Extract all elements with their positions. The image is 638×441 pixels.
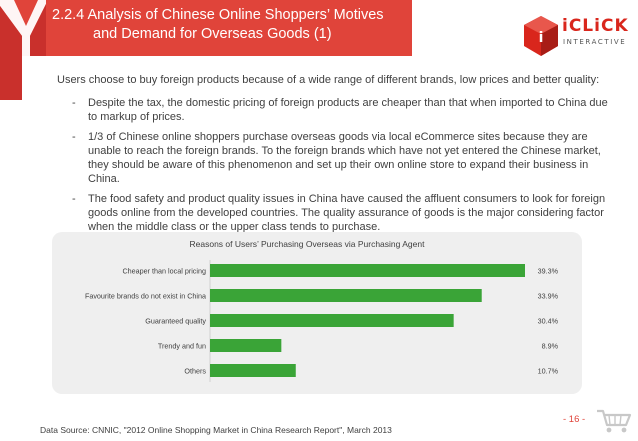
header-band	[0, 0, 412, 56]
bar	[210, 339, 282, 352]
value-label: 39.3%	[538, 267, 559, 276]
shopping-cart-icon	[597, 409, 632, 433]
value-label: 8.9%	[542, 342, 559, 351]
bar	[210, 364, 296, 377]
page-title-line-1: 2.2.4 Analysis of Chinese Online Shopper…	[52, 7, 384, 23]
svg-text:i: i	[539, 30, 544, 46]
logo-subtitle: INTERACTIVE	[563, 38, 627, 46]
value-label: 33.9%	[538, 292, 559, 301]
category-label: Cheaper than local pricing	[122, 267, 206, 276]
y-ribbon-icon	[0, 0, 46, 100]
category-label: Others	[184, 367, 206, 376]
bullet-list: - Despite the tax, the domestic pricing o…	[72, 96, 612, 240]
logo-emblem-icon: i	[524, 16, 558, 56]
intro-text: Users choose to buy foreign products bec…	[57, 74, 600, 86]
bullet-text: The food safety and product quality issu…	[88, 193, 606, 233]
bar	[210, 289, 482, 302]
bullet-text: 1/3 of Chinese online shoppers purchase …	[88, 131, 601, 185]
iclick-logo-icon: i iCLiCK INTERACTIVE	[522, 14, 628, 60]
chart-title: Reasons of Users’ Purchasing Overseas vi…	[190, 239, 426, 249]
category-label: Guaranteed quality	[145, 317, 206, 326]
value-label: 10.7%	[538, 367, 559, 376]
logo-word: iCLiCK	[562, 16, 629, 36]
page-title: 2.2.4 Analysis of Chinese Online Shopper…	[52, 6, 402, 44]
chart-panel: Reasons of Users’ Purchasing Overseas vi…	[52, 232, 582, 394]
category-label: Trendy and fun	[158, 342, 206, 351]
bullet-item: - The food safety and product quality iss…	[72, 193, 606, 233]
bullet-item: -1/3 of Chinese online shoppers purchase…	[72, 131, 601, 185]
page-title-line-2: and Demand for Overseas Goods (1)	[93, 26, 332, 42]
data-source: Data Source: CNNIC, "2012 Online Shoppin…	[40, 425, 392, 435]
bar	[210, 264, 525, 277]
page-number: - 16 -	[563, 414, 586, 425]
bar-chart: Reasons of Users’ Purchasing Overseas vi…	[85, 239, 559, 382]
bar	[210, 314, 454, 327]
category-label: Favourite brands do not exist in China	[85, 292, 206, 301]
bullet-text: Despite the tax, the domestic pricing of…	[88, 97, 608, 123]
bullet-item: - Despite the tax, the domestic pricing o…	[72, 97, 608, 123]
value-label: 30.4%	[538, 317, 559, 326]
